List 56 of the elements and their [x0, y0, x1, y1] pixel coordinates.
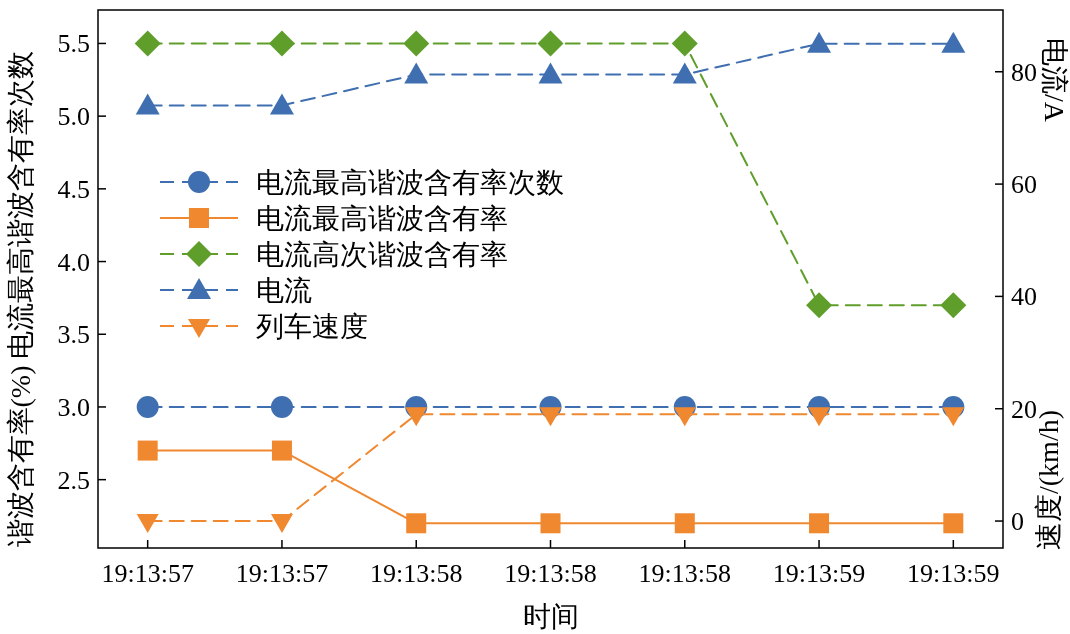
- point: [672, 62, 697, 84]
- point: [269, 93, 294, 115]
- y-tick-label: 2.5: [57, 465, 90, 495]
- x-tick-label: 19:13:59: [772, 559, 866, 588]
- point: [807, 31, 832, 53]
- x-tick-label: 19:13:59: [907, 559, 1000, 588]
- legend-label: 电流最高谐波含有率次数: [256, 167, 564, 198]
- point: [271, 440, 292, 461]
- y2-tick-label: 80: [1011, 57, 1037, 87]
- point: [673, 407, 696, 427]
- point: [806, 292, 833, 319]
- x-tick-label: 19:13:57: [235, 559, 329, 588]
- point: [808, 407, 831, 427]
- y-tick-label: 4.0: [57, 247, 90, 277]
- point: [403, 30, 430, 57]
- legend-label: 列车速度: [256, 311, 368, 342]
- x-tick-label: 19:13:58: [504, 559, 597, 588]
- point: [941, 31, 966, 53]
- y-tick-label: 3.5: [57, 320, 90, 350]
- point: [943, 513, 964, 534]
- y2-tick-label: 0: [1011, 507, 1024, 537]
- point: [270, 395, 293, 418]
- point: [942, 407, 965, 427]
- point: [537, 30, 564, 57]
- y-tick-label: 5.5: [57, 29, 90, 59]
- point: [406, 513, 427, 534]
- point: [671, 30, 698, 57]
- x-tick-label: 19:13:58: [370, 559, 463, 588]
- y2-axis-title: 电流/A: [1039, 38, 1070, 123]
- y2-tick-label: 40: [1011, 282, 1037, 312]
- x-tick-label: 19:13:58: [638, 559, 731, 588]
- legend-label: 电流最高谐波含有率: [256, 203, 508, 234]
- point: [270, 514, 293, 534]
- point: [135, 93, 160, 115]
- x-tick-label: 19:13:57: [101, 559, 194, 588]
- legend-label: 电流高次谐波含有率: [256, 239, 508, 270]
- point: [809, 513, 830, 534]
- point: [404, 62, 429, 84]
- point: [268, 30, 295, 57]
- point: [940, 292, 967, 319]
- point: [137, 440, 158, 461]
- point: [134, 30, 161, 57]
- y-tick-label: 4.5: [57, 174, 90, 204]
- point: [674, 513, 695, 534]
- point: [538, 62, 563, 84]
- y-axis-title: 谐波含有率(%) 电流最高谐波含有率次数: [5, 50, 36, 548]
- point: [136, 514, 159, 534]
- point: [540, 513, 561, 534]
- point: [539, 407, 562, 427]
- y-tick-label: 5.0: [57, 102, 90, 132]
- y2-tick-label: 60: [1011, 170, 1037, 200]
- point: [405, 407, 428, 427]
- y-tick-label: 3.0: [57, 392, 90, 422]
- legend-label: 电流: [256, 275, 312, 306]
- point: [136, 395, 159, 418]
- x-axis-title: 时间: [522, 601, 579, 632]
